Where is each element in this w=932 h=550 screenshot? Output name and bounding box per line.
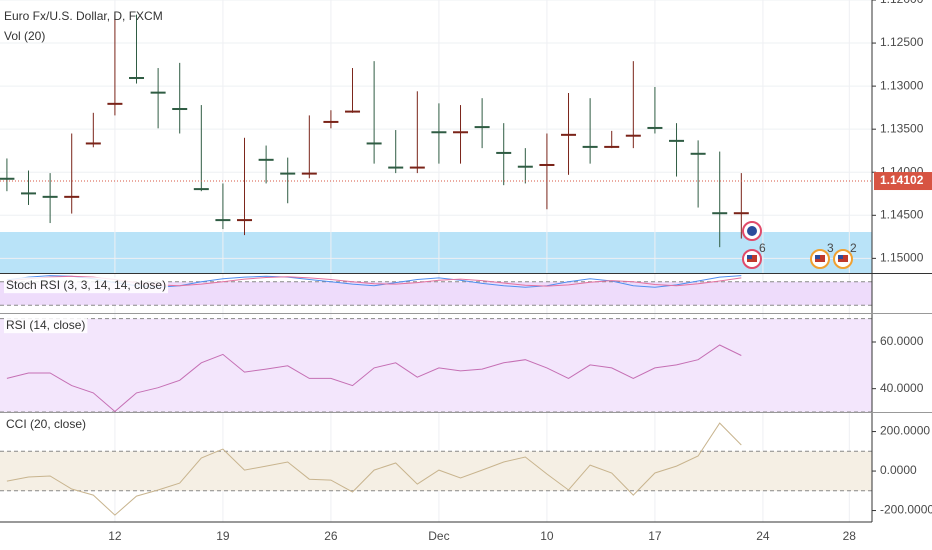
x-tick-label: 28 — [843, 529, 857, 543]
candle-body — [669, 139, 685, 142]
candle-body — [258, 158, 274, 161]
candle-body — [582, 145, 598, 148]
candle-body — [237, 219, 253, 222]
candle-body — [107, 102, 123, 105]
y-tick-label: -200.0000 — [880, 503, 932, 517]
candle-body — [345, 110, 361, 113]
chart-subtitle: Vol (20) — [4, 29, 45, 43]
band-fill — [0, 318, 872, 412]
candle-body — [366, 142, 382, 145]
event-flag-canton — [815, 255, 820, 259]
x-tick-label: 10 — [540, 529, 554, 543]
candle-body — [129, 77, 145, 80]
last-price-label: 1.14102 — [880, 173, 924, 187]
event-flag-canton — [747, 255, 752, 259]
y-tick-label: 1.15000 — [880, 251, 924, 265]
candle-body — [215, 219, 231, 222]
y-tick-label: 1.13000 — [880, 78, 924, 92]
x-tick-label: 12 — [108, 529, 122, 543]
x-tick-label: 19 — [216, 529, 230, 543]
y-tick-label: 60.0000 — [880, 334, 924, 348]
candle-body — [150, 91, 166, 94]
candle-body — [0, 177, 15, 180]
candle-body — [85, 142, 101, 145]
last-price-box — [874, 172, 932, 191]
indicator-line — [6, 422, 742, 516]
candle-body — [21, 192, 37, 195]
candle-body — [496, 151, 512, 154]
y-tick-label: 1.12000 — [880, 0, 924, 6]
y-tick-label: 40.0000 — [880, 381, 924, 395]
candle-body — [561, 133, 577, 136]
candle-body — [453, 131, 469, 134]
event-flag-canton — [838, 255, 843, 259]
candle-body — [712, 212, 728, 215]
candle-body — [42, 195, 58, 198]
pane-title: RSI (14, close) — [6, 318, 85, 332]
candle-body — [323, 120, 339, 123]
candle-body — [690, 152, 706, 155]
x-tick-label: 24 — [756, 529, 770, 543]
pane-title: CCI (20, close) — [6, 417, 86, 431]
indicator-line — [6, 344, 742, 413]
event-count: 2 — [850, 241, 857, 255]
event-count: 6 — [759, 241, 766, 255]
candle-body — [280, 172, 296, 175]
volume-band — [0, 232, 872, 273]
candle-body — [647, 126, 663, 129]
candle-body — [172, 108, 188, 111]
band-fill — [0, 451, 872, 491]
y-tick-label: 0.0000 — [880, 463, 917, 477]
pane-title-bg — [4, 317, 88, 334]
y-tick-label: 1.13500 — [880, 121, 924, 135]
candle-body — [517, 165, 533, 168]
pane-title: Stoch RSI (3, 3, 14, 14, close) — [6, 278, 166, 292]
candle-body — [301, 172, 317, 175]
y-tick-label: 1.12500 — [880, 35, 924, 49]
pane-title-bg — [4, 277, 169, 294]
y-tick-label: 200.0000 — [880, 424, 930, 438]
event-icon-inner — [747, 226, 757, 236]
candle-body — [409, 166, 425, 169]
x-tick-label: 26 — [324, 529, 338, 543]
event-count: 3 — [827, 241, 834, 255]
candle-body — [474, 126, 490, 129]
candle-body — [625, 134, 641, 137]
candle-body — [431, 131, 447, 134]
candle-body — [733, 212, 749, 215]
x-tick-label: 17 — [648, 529, 662, 543]
candle-body — [193, 188, 209, 191]
y-tick-label: 1.14500 — [880, 207, 924, 221]
x-tick-label: Dec — [428, 529, 449, 543]
chart-title: Euro Fx/U.S. Dollar, D, FXCM — [4, 9, 163, 23]
pane-title-bg — [4, 416, 89, 433]
candle-body — [539, 163, 555, 166]
candle-body — [388, 166, 404, 169]
candle-body — [64, 195, 80, 198]
candle-body — [604, 145, 620, 148]
